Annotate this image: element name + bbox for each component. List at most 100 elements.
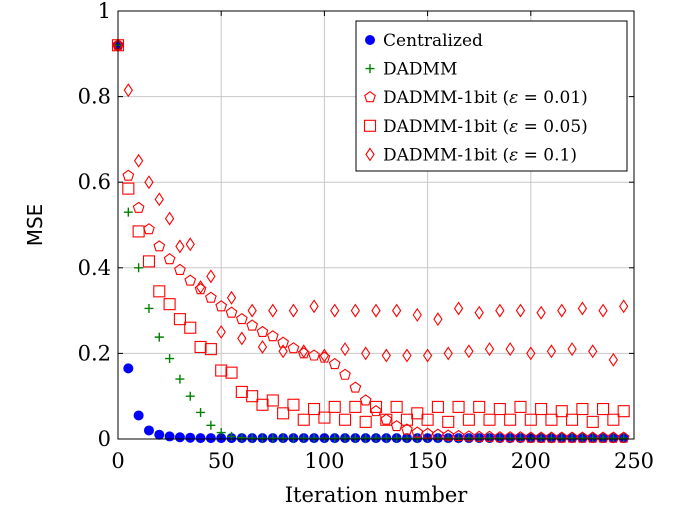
- data-point: [123, 207, 133, 217]
- data-point: [195, 433, 206, 444]
- data-point: [330, 433, 340, 443]
- data-point: [266, 330, 279, 342]
- data-point: [371, 303, 381, 318]
- data-point: [268, 433, 278, 443]
- legend-item: DADMM-1bit (ε = 0.1): [365, 145, 577, 165]
- data-point: [566, 413, 579, 426]
- data-point: [390, 419, 403, 432]
- series-4: [111, 39, 630, 428]
- legend-marker: [365, 35, 375, 45]
- data-point: [123, 83, 133, 98]
- data-point: [349, 400, 362, 413]
- data-point: [555, 431, 568, 443]
- data-point: [515, 303, 526, 318]
- data-point: [309, 299, 319, 314]
- data-point: [381, 348, 391, 363]
- data-point: [247, 303, 257, 318]
- data-point: [225, 366, 238, 379]
- data-point: [328, 400, 341, 413]
- data-point: [196, 407, 206, 417]
- data-point: [257, 339, 268, 354]
- data-point: [462, 413, 475, 426]
- data-point: [576, 402, 589, 416]
- data-point: [380, 413, 393, 426]
- data-point: [133, 153, 144, 168]
- data-point: [287, 398, 300, 411]
- data-point: [545, 431, 558, 443]
- data-point: [588, 433, 598, 443]
- series-5: [113, 38, 629, 367]
- data-point: [422, 348, 433, 363]
- data-point: [257, 433, 267, 443]
- data-point: [154, 429, 165, 440]
- data-point: [597, 431, 609, 443]
- data-point: [401, 423, 413, 435]
- data-point: [596, 402, 610, 416]
- data-point: [514, 400, 527, 413]
- data-point: [175, 374, 185, 384]
- data-point: [598, 303, 608, 318]
- data-point: [164, 211, 175, 226]
- legend-label: DADMM-1bit (ε = 0.1): [383, 145, 577, 165]
- data-point: [153, 240, 166, 252]
- data-point: [495, 303, 505, 318]
- data-point: [235, 385, 248, 398]
- data-point: [194, 340, 207, 354]
- data-point: [185, 391, 195, 401]
- data-point: [484, 342, 495, 357]
- data-point: [278, 344, 288, 359]
- data-point: [299, 344, 309, 359]
- x-tick-label: 100: [304, 449, 344, 473]
- data-point: [122, 169, 135, 181]
- data-point: [163, 253, 176, 265]
- y-tick-label: 1: [98, 0, 111, 23]
- data-point: [453, 301, 464, 316]
- data-point: [154, 332, 164, 342]
- data-point: [617, 431, 630, 443]
- data-point: [576, 431, 589, 443]
- data-point: [206, 269, 216, 284]
- data-point: [442, 429, 455, 441]
- data-point: [608, 433, 618, 443]
- data-point: [392, 433, 402, 443]
- data-point: [122, 182, 135, 195]
- legend-item: DADMM-1bit (ε = 0.05): [363, 117, 588, 137]
- data-point: [299, 433, 309, 443]
- data-point: [287, 342, 300, 354]
- data-point: [566, 431, 578, 443]
- data-point: [483, 430, 496, 442]
- data-point: [143, 223, 155, 235]
- data-point: [371, 433, 381, 443]
- data-point: [266, 394, 279, 407]
- data-point: [308, 349, 320, 361]
- data-point: [132, 201, 145, 213]
- legend-item: DADMM-1bit (ε = 0.01): [364, 88, 588, 108]
- data-point: [288, 303, 299, 318]
- data-point: [226, 290, 237, 305]
- data-point: [412, 433, 422, 443]
- data-point: [184, 321, 197, 334]
- data-point: [277, 336, 289, 348]
- x-tick-label: 150: [408, 449, 448, 473]
- data-point: [557, 433, 567, 443]
- data-point: [380, 413, 393, 425]
- data-point: [163, 298, 176, 311]
- data-point: [546, 344, 557, 359]
- data-point: [215, 300, 228, 312]
- data-point: [619, 299, 629, 314]
- data-point: [132, 225, 145, 238]
- ticks: 0 50 100 150 200 250 0 0.2 0.4 0.6 0.8 1: [78, 0, 654, 473]
- data-point: [567, 342, 577, 357]
- data-point: [142, 255, 156, 268]
- legend-marker: [365, 64, 375, 74]
- data-point: [246, 319, 259, 331]
- data-point: [206, 420, 216, 430]
- data-point: [288, 433, 298, 443]
- data-point: [134, 263, 144, 273]
- data-point: [433, 312, 443, 327]
- data-point: [421, 413, 434, 426]
- data-point: [536, 433, 546, 443]
- data-point: [370, 405, 382, 417]
- data-point: [278, 433, 288, 443]
- data-point: [555, 405, 568, 418]
